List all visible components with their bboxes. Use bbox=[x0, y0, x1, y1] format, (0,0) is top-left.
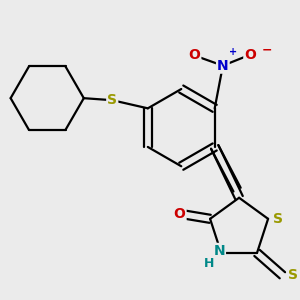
Text: N: N bbox=[213, 244, 225, 258]
Text: O: O bbox=[174, 207, 186, 221]
Text: O: O bbox=[188, 49, 200, 62]
Text: H: H bbox=[204, 256, 214, 270]
Text: N: N bbox=[217, 59, 229, 73]
Text: −: − bbox=[261, 44, 272, 57]
Text: S: S bbox=[273, 212, 283, 226]
Text: S: S bbox=[107, 93, 117, 107]
Text: +: + bbox=[229, 47, 237, 57]
Text: O: O bbox=[244, 49, 256, 62]
Text: S: S bbox=[287, 268, 298, 282]
